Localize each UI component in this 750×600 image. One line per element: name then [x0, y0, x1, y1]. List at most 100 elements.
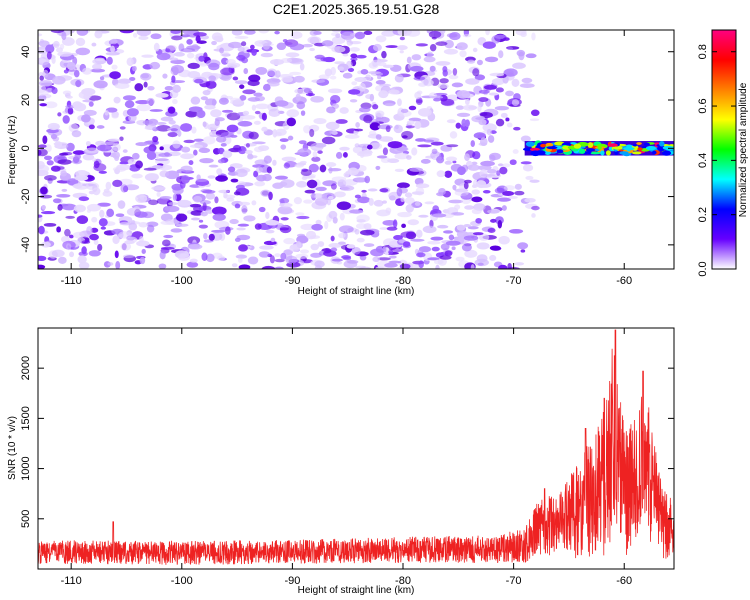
spectrogram-cell	[393, 235, 403, 241]
spectrogram-cell	[169, 57, 179, 61]
spectrogram-cell	[471, 189, 481, 195]
spectrogram-cell	[186, 52, 195, 59]
spectrogram-cell	[399, 50, 404, 54]
signal-band-cell	[631, 151, 642, 155]
signal-band-cell	[605, 150, 611, 156]
spectrogram-cell	[38, 264, 46, 269]
spectrogram-cell	[338, 232, 346, 239]
spectrogram-cell	[39, 38, 45, 44]
spectrogram-cell	[487, 135, 495, 143]
signal-band-cell	[651, 150, 657, 155]
signal-band-cell	[585, 148, 596, 152]
spectrogram-cell	[444, 250, 453, 257]
x-tick-label: -60	[616, 575, 632, 587]
spectrogram-cell	[456, 224, 466, 231]
spectrogram-cell	[285, 52, 300, 58]
spectrogram-cell	[234, 203, 241, 209]
spectrogram-cell	[38, 89, 49, 96]
spectrogram-cell	[230, 178, 239, 183]
spectrogram-cell	[64, 228, 71, 237]
spectrogram-cell	[385, 125, 391, 133]
signal-band-cell	[529, 147, 541, 152]
spectrogram-cell	[236, 227, 246, 231]
spectrogram-cell	[444, 170, 453, 178]
spectrogram-cell	[349, 209, 364, 214]
spectrogram-cell	[446, 119, 456, 124]
spectrogram-cell	[172, 193, 177, 201]
spectrogram-y-ticks: -40 -20 0 20 40	[20, 46, 674, 253]
spectrogram-cell	[135, 142, 148, 147]
spectrogram-cell	[334, 191, 346, 198]
spectrogram-cell	[494, 105, 510, 111]
spectrogram-cell	[239, 95, 247, 101]
spectrogram-cell	[461, 243, 472, 252]
spectrogram-cell	[85, 141, 91, 147]
spectrogram-cell	[415, 43, 428, 47]
spectrogram-cell	[503, 37, 510, 41]
spectrogram-cell	[200, 96, 209, 101]
spectrogram-cell	[93, 80, 108, 89]
spectrogram-cell	[462, 33, 472, 38]
spectrogram-cell	[418, 214, 429, 218]
spectrogram-cell	[193, 149, 198, 156]
spectrogram-cell	[396, 146, 409, 152]
spectrogram-cell	[429, 65, 436, 72]
spectrogram-cell	[104, 109, 110, 116]
spectrogram-cell	[168, 120, 176, 125]
spectrogram-cell	[319, 164, 327, 173]
spectrogram-cell	[331, 258, 344, 262]
spectrogram-cell	[66, 62, 76, 71]
spectrogram-cell	[105, 181, 112, 190]
spectrogram-cell	[237, 257, 243, 263]
spectrogram-cell	[38, 214, 43, 218]
spectrogram-cell	[467, 59, 476, 64]
spectrogram-cell	[72, 156, 80, 164]
spectrogram-cell	[417, 108, 432, 117]
spectrogram-cell	[92, 157, 97, 162]
spectrogram-cell	[345, 171, 350, 175]
spectrogram-cell	[404, 197, 415, 205]
spectrogram-cell	[384, 103, 395, 107]
spectrogram-cell	[511, 99, 520, 106]
spectrogram-cell	[376, 155, 388, 159]
spectrogram-cell	[375, 165, 381, 170]
spectrogram-cell	[396, 45, 408, 51]
spectrogram-cell	[310, 142, 324, 152]
spectrogram-cell	[375, 134, 382, 140]
spectrogram-cell	[88, 101, 94, 107]
spectrogram-cell	[114, 82, 130, 89]
spectrogram-cell	[238, 264, 251, 269]
spectrogram-cell	[117, 200, 126, 209]
spectrogram-cell	[473, 132, 486, 139]
spectrogram-cell	[476, 59, 483, 66]
spectrogram-cell	[198, 224, 208, 229]
spectrogram-cell	[38, 161, 45, 170]
spectrogram-frame	[37, 29, 675, 270]
spectrogram-cell	[508, 228, 524, 234]
spectrogram-cell	[203, 52, 208, 60]
spectrogram-cell	[167, 132, 178, 138]
spectrogram-cell	[338, 66, 344, 71]
spectrogram-cell	[329, 129, 338, 135]
x-tick-label: -60	[616, 275, 632, 287]
spectrogram-cell	[254, 223, 262, 230]
spectrogram-cell	[44, 155, 52, 161]
spectrogram-cell	[196, 40, 207, 44]
spectrogram-cell	[359, 82, 366, 92]
spectrogram-cell	[226, 124, 239, 133]
spectrogram-cell	[38, 144, 47, 149]
spectrogram-cell	[443, 48, 459, 55]
spectrogram-cell	[410, 238, 425, 242]
spectrogram-cell	[360, 69, 369, 75]
spectrogram-cell	[207, 175, 216, 179]
spectrogram-cell	[311, 156, 321, 162]
spectrogram-cell	[472, 47, 478, 53]
spectrogram-cell	[375, 35, 387, 43]
spectrogram-cell	[284, 161, 297, 168]
spectrogram-cell	[369, 93, 375, 102]
spectrogram-cell	[189, 258, 198, 263]
spectrogram-cell	[44, 101, 58, 109]
spectrogram-cell	[253, 120, 261, 125]
spectrogram-cell	[98, 218, 108, 227]
spectrogram-cell	[489, 254, 497, 261]
